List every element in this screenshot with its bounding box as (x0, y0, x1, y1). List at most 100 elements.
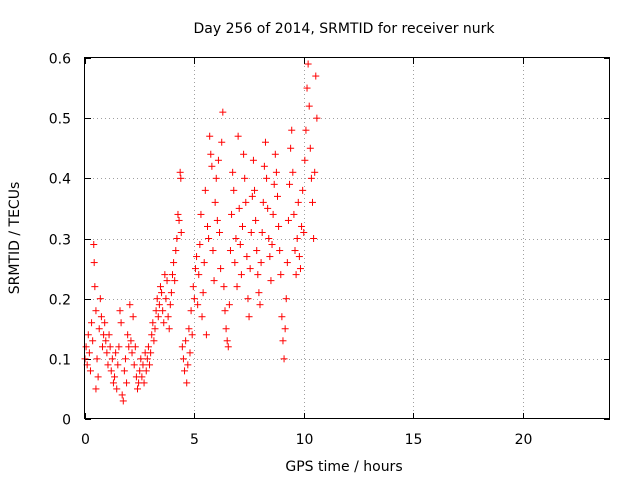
data-point (193, 253, 201, 261)
data-point (212, 174, 220, 182)
data-point (302, 126, 310, 134)
data-point (240, 150, 248, 158)
data-point (97, 313, 105, 321)
data-point (226, 247, 234, 255)
y-tick-label: 0.1 (49, 353, 71, 369)
data-point (183, 379, 191, 387)
data-point (269, 210, 277, 218)
data-point (136, 367, 144, 375)
y-tick-label: 0 (62, 413, 71, 429)
data-point (177, 174, 185, 182)
data-point (199, 289, 207, 297)
data-point (159, 307, 167, 315)
y-tick-label: 0.3 (49, 233, 71, 249)
data-point (228, 210, 236, 218)
data-point (219, 108, 227, 116)
data-point (248, 192, 256, 200)
data-point (289, 168, 297, 176)
x-tick-label: 10 (296, 432, 314, 448)
data-point (105, 331, 113, 339)
data-point (291, 247, 299, 255)
data-point (119, 397, 127, 405)
data-point (137, 355, 145, 363)
data-point (224, 343, 232, 351)
data-point (230, 186, 238, 194)
data-point (152, 307, 160, 315)
data-point (185, 325, 193, 333)
data-point (170, 259, 178, 267)
data-point (148, 331, 156, 339)
data-point (283, 259, 291, 267)
x-tick-label: 0 (81, 432, 90, 448)
data-point (290, 210, 298, 218)
data-point (176, 168, 184, 176)
data-point (210, 277, 218, 285)
data-point (109, 379, 117, 387)
data-point (134, 385, 141, 393)
y-tick-label: 0.5 (49, 112, 71, 128)
data-point (221, 307, 229, 315)
x-tick-label: 20 (515, 432, 533, 448)
data-points-layer (81, 60, 321, 405)
data-point (99, 343, 106, 351)
data-point (280, 355, 288, 363)
data-point (96, 295, 104, 303)
data-point (282, 295, 290, 303)
data-point (139, 361, 147, 369)
data-point (187, 307, 195, 315)
data-point (94, 373, 102, 381)
data-point (172, 247, 180, 255)
data-point (125, 343, 133, 351)
data-point (216, 228, 224, 236)
data-point (293, 235, 301, 242)
data-point (208, 162, 216, 170)
data-point (213, 216, 221, 224)
data-point (182, 337, 190, 345)
data-point (305, 102, 313, 110)
data-point (278, 313, 286, 321)
data-point (103, 349, 111, 357)
data-point (257, 259, 265, 267)
data-point (207, 150, 215, 158)
data-point (198, 313, 206, 321)
tick-labels-layer: 0 0.1 0.2 0.3 0.4 0.5 0.6 0 5 10 15 20 (49, 52, 533, 449)
data-point (150, 337, 158, 345)
data-point (114, 361, 122, 369)
data-point (93, 355, 101, 363)
data-point (178, 343, 186, 351)
data-point (102, 337, 110, 345)
data-point (263, 174, 271, 182)
data-point (311, 168, 319, 176)
data-point (82, 343, 90, 351)
data-point (129, 313, 137, 321)
data-point (153, 295, 161, 303)
data-point (115, 343, 123, 351)
data-point (279, 337, 287, 345)
data-point (112, 349, 120, 357)
data-point (264, 204, 272, 212)
data-point (281, 325, 289, 333)
data-point (242, 198, 250, 206)
data-point (156, 283, 164, 291)
data-point (124, 331, 132, 339)
data-point (107, 367, 115, 375)
data-point (261, 138, 269, 146)
data-point (90, 259, 98, 267)
data-point (223, 337, 231, 345)
data-point (277, 271, 285, 279)
data-point (294, 198, 302, 206)
data-point (232, 235, 240, 242)
data-point (88, 319, 96, 327)
data-point (307, 174, 315, 182)
data-point (265, 235, 273, 242)
data-point (258, 228, 266, 236)
data-point (243, 253, 251, 261)
data-point (106, 343, 114, 351)
data-point (236, 241, 244, 249)
data-point (86, 367, 94, 375)
data-point (181, 367, 189, 375)
data-point (300, 228, 308, 236)
data-point (303, 84, 311, 92)
data-point (197, 210, 205, 218)
data-point (209, 247, 217, 255)
